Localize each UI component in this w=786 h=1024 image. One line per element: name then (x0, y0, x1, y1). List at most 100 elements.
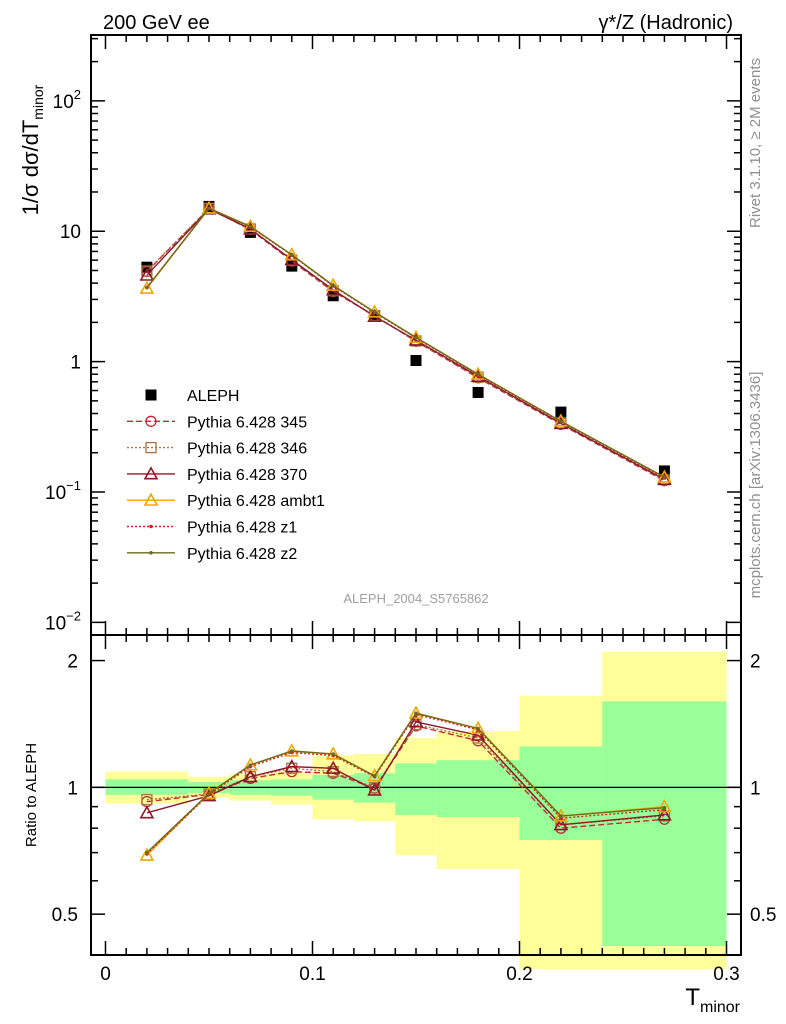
legend-marker (145, 389, 157, 401)
data-point (555, 406, 567, 418)
legend-entry: Pythia 6.428 z1 (127, 520, 297, 537)
legend-label: ALEPH (187, 388, 239, 405)
x-tick-label: 0.3 (713, 964, 739, 985)
main-panel: 102 10 1 10−1 10−2 1/σ dσ/dTminor ALEPH_2004… (18, 34, 742, 636)
data-point (284, 758, 300, 773)
analysis-watermark: ALEPH_2004_S5765862 (343, 591, 488, 606)
y-tick-label: 1 (67, 778, 78, 799)
y-tick-label: 102 (53, 87, 81, 113)
series-line (146, 721, 665, 826)
legend-entry: Pythia 6.428 346 (127, 441, 307, 458)
data-point (414, 711, 418, 715)
ratio-series-5 (145, 711, 667, 855)
legend-label: Pythia 6.428 346 (187, 441, 307, 458)
legend-label: Pythia 6.428 ambt1 (187, 493, 325, 510)
data-point (657, 469, 672, 483)
data-point (408, 705, 424, 719)
y-tick-label: 2 (67, 652, 78, 673)
ratio-panel: 0.5 0.5 1 1 2 2 0 0.1 0.2 0.3 Ratio to ALEPH Tmin… (23, 634, 776, 1016)
legend-marker (145, 441, 157, 454)
legend-marker (149, 524, 153, 529)
data-point (139, 280, 155, 294)
data-point (410, 354, 422, 366)
data-point (243, 769, 258, 783)
data-point (207, 206, 211, 211)
data-point (559, 419, 563, 424)
data-point (325, 282, 341, 296)
legend-marker (143, 492, 159, 506)
rivet-version-label: Rivet 3.1.10, ≥ 2M events (747, 58, 764, 228)
ratio-plot-area (91, 651, 741, 970)
data-point (201, 200, 217, 214)
data-point (367, 308, 382, 323)
legend-entry: Pythia 6.428 345 (127, 414, 307, 431)
y-tick-label: 1 (70, 353, 81, 374)
data-point (476, 372, 480, 377)
data-point (139, 805, 155, 819)
data-point (470, 727, 486, 741)
data-point (662, 805, 667, 810)
legend-entry: Pythia 6.428 370 (127, 466, 307, 484)
data-point (662, 475, 667, 479)
series-line (146, 208, 665, 480)
legend-label: Pythia 6.428 370 (187, 467, 307, 484)
data-point (325, 760, 341, 774)
x-axis-label: Tminor (685, 984, 740, 1016)
y-tick-label: 10−2 (45, 608, 81, 634)
data-point (476, 726, 480, 731)
main-y-axis: 102 10 1 10−1 10−2 (45, 35, 741, 635)
y-tick-label-right: 0.5 (750, 905, 776, 926)
data-point (414, 335, 418, 340)
data-point (408, 329, 424, 344)
data-point (203, 200, 215, 212)
legend-marker (149, 551, 153, 555)
series-line (146, 207, 665, 478)
legend-marker (143, 466, 159, 480)
data-point (657, 807, 672, 821)
data-point (408, 714, 424, 728)
data-point (141, 265, 153, 277)
legend-entry: Pythia 6.428 ambt1 (127, 492, 325, 510)
legend: ALEPH Pythia 6.428 345 Pythia 6.428 346 Pyt… (127, 388, 325, 563)
data-point (141, 794, 153, 806)
y-tick-label: 10−1 (45, 478, 81, 504)
series-line (146, 712, 665, 854)
data-point (472, 386, 484, 398)
data-point (657, 471, 672, 485)
legend-entry: ALEPH (145, 388, 239, 405)
ratio-axes: 0.5 0.5 1 1 2 2 0 0.1 0.2 0.3 (52, 635, 776, 985)
data-point (372, 774, 377, 778)
inner-band (436, 760, 520, 818)
ratio-series-2 (139, 714, 672, 831)
data-point (470, 366, 486, 380)
legend-label: Pythia 6.428 z2 (187, 546, 297, 563)
series-line (146, 713, 665, 855)
y-tick-label: 10 (60, 222, 81, 243)
inner-band (395, 763, 437, 815)
data-point (284, 743, 300, 757)
y-tick-label: 0.5 (52, 905, 78, 926)
data-point (139, 847, 155, 861)
data-point (331, 283, 335, 288)
data-point (139, 267, 155, 281)
data-point (367, 304, 382, 318)
y-tick-label-right: 1 (750, 778, 761, 799)
header-right-label: γ*/Z (Hadronic) (599, 12, 733, 34)
legend-entry: Pythia 6.428 z2 (127, 546, 297, 563)
main-y-axis-label: 1/σ dσ/dTminor (18, 84, 46, 215)
header-left-label: 200 GeV ee (103, 12, 210, 34)
data-point (244, 226, 256, 238)
data-point (145, 850, 149, 855)
data-point (289, 749, 294, 753)
x-tick-label: 0 (100, 964, 111, 985)
data-point (248, 763, 253, 767)
series-6 (145, 206, 667, 479)
main-plot-area (139, 200, 672, 487)
data-point (367, 782, 382, 796)
mcplots-label: mcplots.cern.ch [arXiv:1306.3436] (747, 372, 764, 599)
data-point (372, 310, 377, 314)
data-point (325, 277, 341, 291)
y-tick-label-right: 2 (750, 652, 761, 673)
ratio-y-axis-label: Ratio to ALEPH (23, 743, 40, 847)
